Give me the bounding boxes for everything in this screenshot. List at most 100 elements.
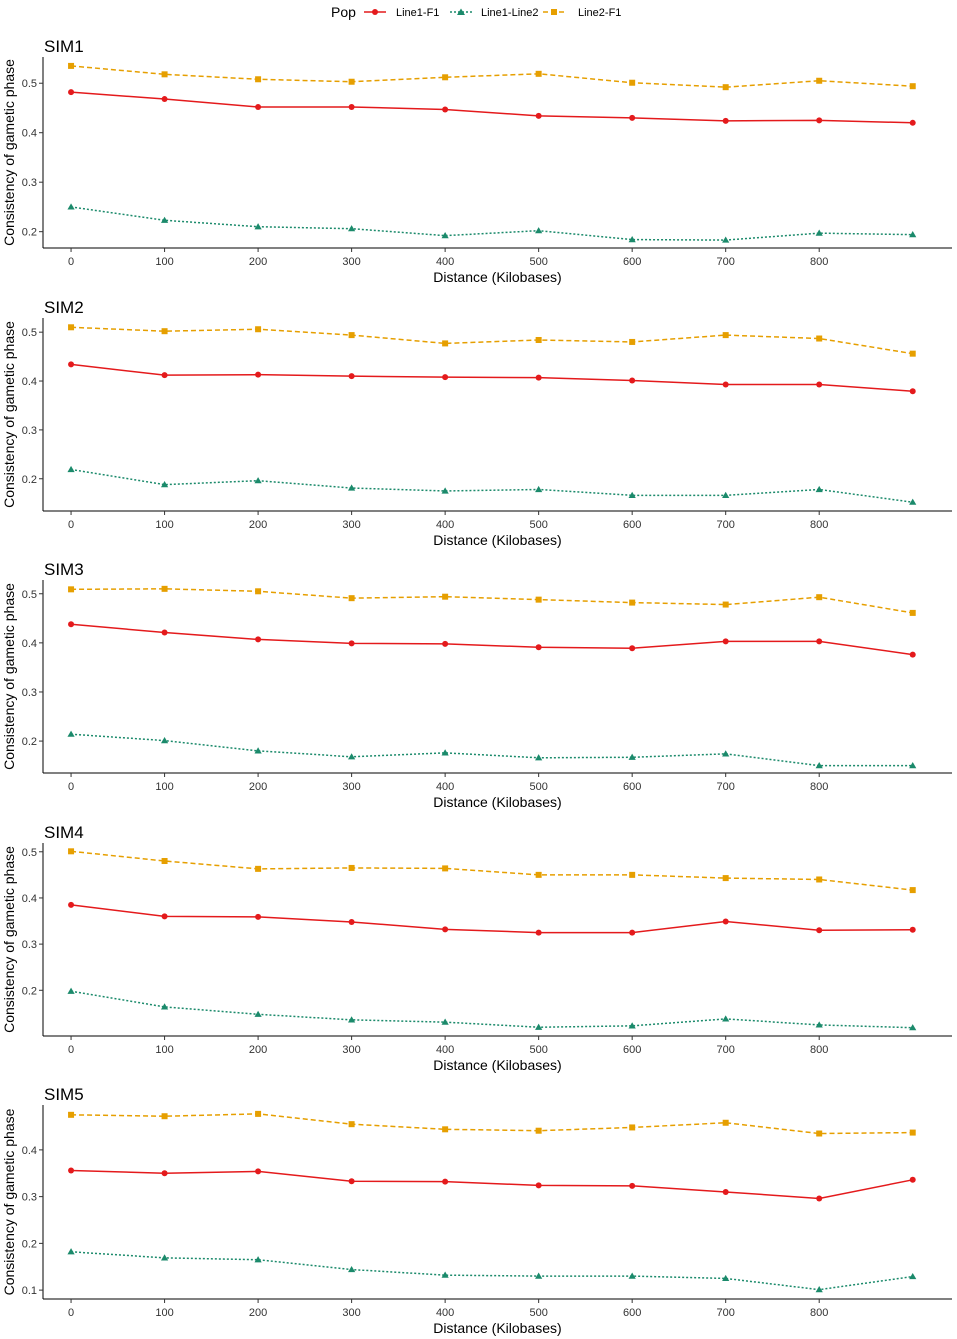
- sim3-x-tick-label: 200: [249, 781, 267, 793]
- sim1-x-tick-label: 600: [623, 256, 641, 268]
- sim3-series-line1-f1-line: [70, 623, 913, 656]
- sim1-line1-f1-point: [909, 119, 916, 126]
- legend-entry-line1-line2: Line1-Line2: [481, 7, 539, 19]
- sim4-line2-f1-point: [68, 848, 75, 855]
- sim5-line1-f1-point: [816, 1195, 823, 1202]
- sim1-line1-f1-point: [535, 112, 542, 119]
- sim5-line1-line2-point: [348, 1265, 356, 1273]
- sim2-line2-f1-point: [161, 328, 168, 335]
- sim1-line1-line2-point: [628, 235, 636, 243]
- sim1-title: SIM1: [44, 37, 84, 56]
- sim3-line1-line2-point: [441, 749, 449, 756]
- sim1-series-line1-f1: [68, 89, 916, 126]
- sim2-line1-f1-point: [629, 377, 636, 384]
- sim4-x-tick-label: 700: [717, 1044, 735, 1056]
- sim4-x-tick-label: 500: [529, 1044, 547, 1056]
- sim1-y-tick-label: 0.5: [22, 78, 37, 90]
- sim4-line2-f1-point: [816, 876, 823, 883]
- sim2-line2-f1-point: [629, 338, 636, 345]
- sim3-line1-f1-point: [909, 651, 916, 658]
- sim3-line2-f1-point: [535, 596, 542, 603]
- sim4-line2-f1-point: [255, 865, 262, 872]
- sim5-line1-f1-point: [722, 1188, 729, 1195]
- sim5-line1-f1-point: [629, 1182, 636, 1189]
- sim3-x-tick-label: 500: [529, 781, 547, 793]
- sim3-line1-line2-point: [909, 762, 917, 769]
- sim3-series-line2-f1: [68, 585, 916, 616]
- sim5-line2-f1-point: [629, 1124, 636, 1131]
- sim2-line2-f1-point: [68, 324, 75, 331]
- sim1-line1-line2-point: [67, 203, 75, 210]
- sim4-line2-f1-point: [535, 871, 542, 878]
- sim4-line1-f1-point: [442, 926, 449, 933]
- sim4-line1-f1-point: [161, 913, 168, 920]
- sim3-line2-f1-point: [629, 599, 636, 606]
- sim1-series-line1-line2: [67, 203, 917, 243]
- sim4-line1-line2-point: [348, 1016, 356, 1023]
- sim1-line1-f1-point: [629, 114, 636, 121]
- sim1-line2-f1-point: [442, 74, 449, 81]
- sim2-y-tick-label: 0.4: [22, 376, 37, 388]
- sim3-y-axis-title: Consistency of gametic phase: [1, 583, 17, 770]
- sim3-series-line1-line2: [67, 730, 917, 769]
- legend-key-line2-f1-marker: [551, 9, 557, 15]
- sim4-series-line1-line2: [67, 987, 917, 1031]
- sim1-series-line2-f1-line: [70, 65, 913, 88]
- sim4-series-line1-line2-line: [70, 990, 913, 1029]
- sim2-y-tick-label: 0.2: [22, 474, 37, 486]
- sim1-line1-f1-point: [255, 103, 262, 110]
- sim5-y-tick-label: 0.4: [22, 1145, 37, 1157]
- sim4-title: SIM4: [44, 823, 84, 842]
- sim3-line2-f1-point: [255, 588, 262, 595]
- sim3-line1-f1-point: [255, 636, 262, 643]
- legend-entry-line2-f1: Line2-F1: [578, 7, 621, 19]
- sim4-line2-f1-point: [442, 865, 449, 872]
- sim3-x-tick-label: 400: [436, 781, 454, 793]
- sim3-line1-f1-point: [348, 640, 355, 647]
- sim4-line1-f1-point: [348, 918, 355, 925]
- sim3-line1-f1-point: [722, 638, 729, 645]
- sim1-line1-line2-point: [722, 236, 730, 243]
- sim4-line2-f1-point: [722, 875, 729, 882]
- sim4-x-tick-label: 400: [436, 1044, 454, 1056]
- sim4-line1-line2-point: [67, 987, 75, 994]
- sim3-line1-f1-point: [629, 645, 636, 652]
- sim4-line1-f1-point: [629, 929, 636, 936]
- sim1-line2-f1-point: [909, 83, 916, 90]
- sim1-x-axis-title: Distance (Kilobases): [433, 269, 561, 285]
- sim2-x-tick-label: 0: [68, 519, 74, 531]
- sim4-x-axis-title: Distance (Kilobases): [433, 1057, 561, 1073]
- sim1-line2-f1-point: [816, 77, 823, 84]
- sim4-line2-f1-point: [348, 864, 355, 871]
- sim3-y-tick-label: 0.5: [22, 589, 37, 601]
- sim4-y-axis-title: Consistency of gametic phase: [1, 846, 17, 1033]
- sim5-series-line2-f1: [68, 1110, 916, 1137]
- sim2-x-tick-label: 100: [155, 519, 173, 531]
- sim4-line2-f1-point: [161, 858, 168, 865]
- sim3-line2-f1-point: [348, 595, 355, 602]
- sim3-line2-f1-point: [161, 585, 168, 592]
- sim1-line1-line2-point: [909, 231, 917, 238]
- sim4-line1-line2-point: [441, 1018, 449, 1025]
- sim1-line2-f1-point: [68, 62, 75, 69]
- sim5-series-line2-f1-line: [71, 1113, 913, 1135]
- sim3-series-line1-line2-line: [71, 733, 913, 767]
- sim2-y-tick-label: 0.3: [22, 425, 37, 437]
- sim5-line1-line2-point: [67, 1248, 75, 1255]
- sim3-line1-line2-point: [160, 736, 169, 744]
- sim2-line2-f1-point: [442, 340, 449, 347]
- sim2-line2-f1-point: [816, 335, 823, 342]
- sim1-line2-f1-point: [255, 76, 262, 83]
- sim5-series-line1-f1-line: [71, 1169, 913, 1200]
- sim1-y-tick-label: 0.2: [22, 227, 37, 239]
- sim4-line1-line2-point: [909, 1024, 917, 1031]
- sim2-line1-f1-point: [255, 371, 262, 378]
- sim2-series-line2-f1: [68, 324, 916, 357]
- sim5-line1-f1-point: [161, 1170, 168, 1177]
- sim5-line1-line2-point: [628, 1272, 636, 1279]
- sim2-line1-line2-point: [160, 481, 169, 488]
- sim3-line1-f1-point: [442, 640, 449, 647]
- sim4-line1-f1-point: [909, 926, 916, 933]
- sim5-line2-f1-point: [442, 1126, 449, 1133]
- sim3-line2-f1-point: [442, 593, 449, 600]
